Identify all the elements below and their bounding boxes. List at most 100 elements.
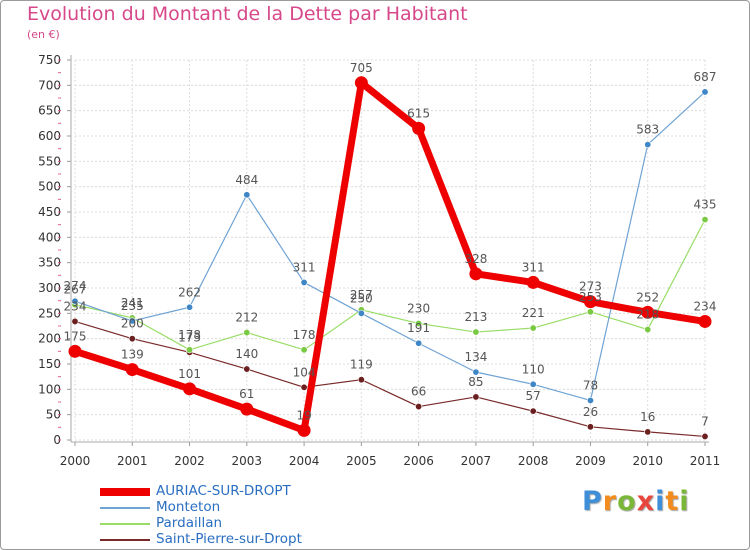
data-label-pardaillan: 218 <box>636 308 659 322</box>
legend-swatch <box>100 488 150 496</box>
data-point-auriac-sur-dropt <box>583 295 597 309</box>
y-tick-label: 600 <box>38 129 61 143</box>
y-tick-label: 200 <box>38 332 61 346</box>
y-tick-label: 400 <box>38 230 61 244</box>
legend-label: Monteton <box>156 499 221 515</box>
data-label-auriac-sur-dropt: 311 <box>522 260 545 274</box>
data-label-monteton: 484 <box>235 173 258 187</box>
y-tick-label: 750 <box>38 53 61 67</box>
data-point-monteton <box>586 396 594 404</box>
chart-title: Evolution du Montant de la Dette par Hab… <box>27 3 468 25</box>
y-tick-label: 100 <box>38 382 61 396</box>
data-label-pardaillan: 435 <box>694 198 717 212</box>
chart-unit-label: (en €) <box>27 28 60 41</box>
data-point-saint-pierre-sur-dropt <box>644 428 652 436</box>
x-tick-label: 2010 <box>632 454 663 468</box>
data-label-pardaillan: 230 <box>407 301 430 315</box>
x-tick-label: 2002 <box>174 454 205 468</box>
data-label-monteton: 274 <box>64 279 87 293</box>
y-tick-label: 250 <box>38 306 61 320</box>
data-label-auriac-sur-dropt: 101 <box>178 367 201 381</box>
data-point-monteton <box>243 191 251 199</box>
data-point-pardaillan <box>529 324 537 332</box>
data-point-auriac-sur-dropt <box>526 275 540 289</box>
data-point-saint-pierre-sur-dropt <box>701 432 709 440</box>
y-tick-label: 550 <box>38 154 61 168</box>
data-label-pardaillan: 267 <box>64 283 87 297</box>
data-label-pardaillan: 253 <box>579 290 602 304</box>
data-point-auriac-sur-dropt <box>698 314 712 328</box>
data-point-auriac-sur-dropt <box>68 344 82 358</box>
data-label-saint-pierre-sur-dropt: 234 <box>64 299 87 313</box>
data-point-saint-pierre-sur-dropt <box>357 376 365 384</box>
data-point-pardaillan <box>300 346 308 354</box>
data-label-monteton: 311 <box>293 260 316 274</box>
y-tick-label: 0 <box>53 433 61 447</box>
legend-swatch <box>100 539 150 541</box>
legend-label: AURIAC-SUR-DROPT <box>156 483 291 499</box>
x-tick-label: 2005 <box>346 454 377 468</box>
data-point-auriac-sur-dropt <box>412 121 426 135</box>
data-point-auriac-sur-dropt <box>183 382 197 396</box>
data-label-pardaillan: 213 <box>464 310 487 324</box>
data-label-pardaillan: 178 <box>293 328 316 342</box>
data-label-pardaillan: 178 <box>178 328 201 342</box>
proxiti-logo: Proxiti <box>582 486 690 517</box>
data-label-monteton: 583 <box>636 123 659 137</box>
x-tick-label: 2009 <box>575 454 606 468</box>
x-tick-label: 2007 <box>461 454 492 468</box>
data-label-saint-pierre-sur-dropt: 7 <box>701 414 709 428</box>
data-point-monteton <box>357 309 365 317</box>
x-tick-label: 2001 <box>117 454 148 468</box>
chart-grid <box>74 59 706 441</box>
data-label-auriac-sur-dropt: 615 <box>407 106 430 120</box>
data-label-saint-pierre-sur-dropt: 57 <box>526 389 541 403</box>
data-point-pardaillan <box>186 346 194 354</box>
x-tick-label: 2006 <box>403 454 434 468</box>
data-point-saint-pierre-sur-dropt <box>586 423 594 431</box>
data-label-auriac-sur-dropt: 705 <box>350 61 373 75</box>
data-point-auriac-sur-dropt <box>125 363 139 377</box>
series-line-pardaillan <box>74 219 706 351</box>
data-label-saint-pierre-sur-dropt: 16 <box>640 410 655 424</box>
data-point-monteton <box>644 141 652 149</box>
data-point-saint-pierre-sur-dropt <box>300 383 308 391</box>
x-tick-label: 2000 <box>60 454 91 468</box>
data-label-auriac-sur-dropt: 252 <box>636 290 659 304</box>
data-label-monteton: 110 <box>522 362 545 376</box>
data-point-pardaillan <box>415 319 423 327</box>
data-point-monteton <box>701 88 709 96</box>
series-line-auriac-sur-dropt <box>71 79 709 434</box>
data-point-monteton <box>128 317 136 325</box>
y-tick-label: 450 <box>38 205 61 219</box>
data-point-auriac-sur-dropt <box>641 305 655 319</box>
data-label-monteton: 235 <box>121 299 144 313</box>
data-label-saint-pierre-sur-dropt: 26 <box>583 405 598 419</box>
data-point-monteton <box>300 278 308 286</box>
data-label-pardaillan: 241 <box>121 296 144 310</box>
y-tick-label: 500 <box>38 180 61 194</box>
data-point-monteton <box>415 339 423 347</box>
data-label-monteton: 134 <box>464 350 487 364</box>
data-label-monteton: 191 <box>407 321 430 335</box>
data-point-saint-pierre-sur-dropt <box>472 393 480 401</box>
data-point-saint-pierre-sur-dropt <box>529 407 537 415</box>
x-tick-label: 2004 <box>289 454 320 468</box>
y-tick-label: 700 <box>38 78 61 92</box>
data-point-pardaillan <box>701 216 709 224</box>
y-tick-label: 350 <box>38 256 61 270</box>
x-tick-label: 2008 <box>518 454 549 468</box>
data-label-saint-pierre-sur-dropt: 119 <box>350 358 373 372</box>
data-label-pardaillan: 257 <box>350 288 373 302</box>
y-tick-label: 300 <box>38 281 61 295</box>
x-tick-label: 2011 <box>690 454 721 468</box>
data-label-auriac-sur-dropt: 273 <box>579 280 602 294</box>
data-label-auriac-sur-dropt: 19 <box>296 408 311 422</box>
chart-axes: 0 50 100 150 200 250 300 350 400 450 500 550 600 650 7… <box>38 53 720 468</box>
data-label-saint-pierre-sur-dropt: 200 <box>121 317 144 331</box>
data-point-auriac-sur-dropt <box>297 423 311 437</box>
data-label-auriac-sur-dropt: 61 <box>239 387 254 401</box>
legend-label: Pardaillan <box>156 515 223 531</box>
data-point-monteton <box>186 303 194 311</box>
chart-data-labels: 234 200 173 140 104 119 66 85 57 26 16 7 267 241 178 21… <box>64 61 717 429</box>
